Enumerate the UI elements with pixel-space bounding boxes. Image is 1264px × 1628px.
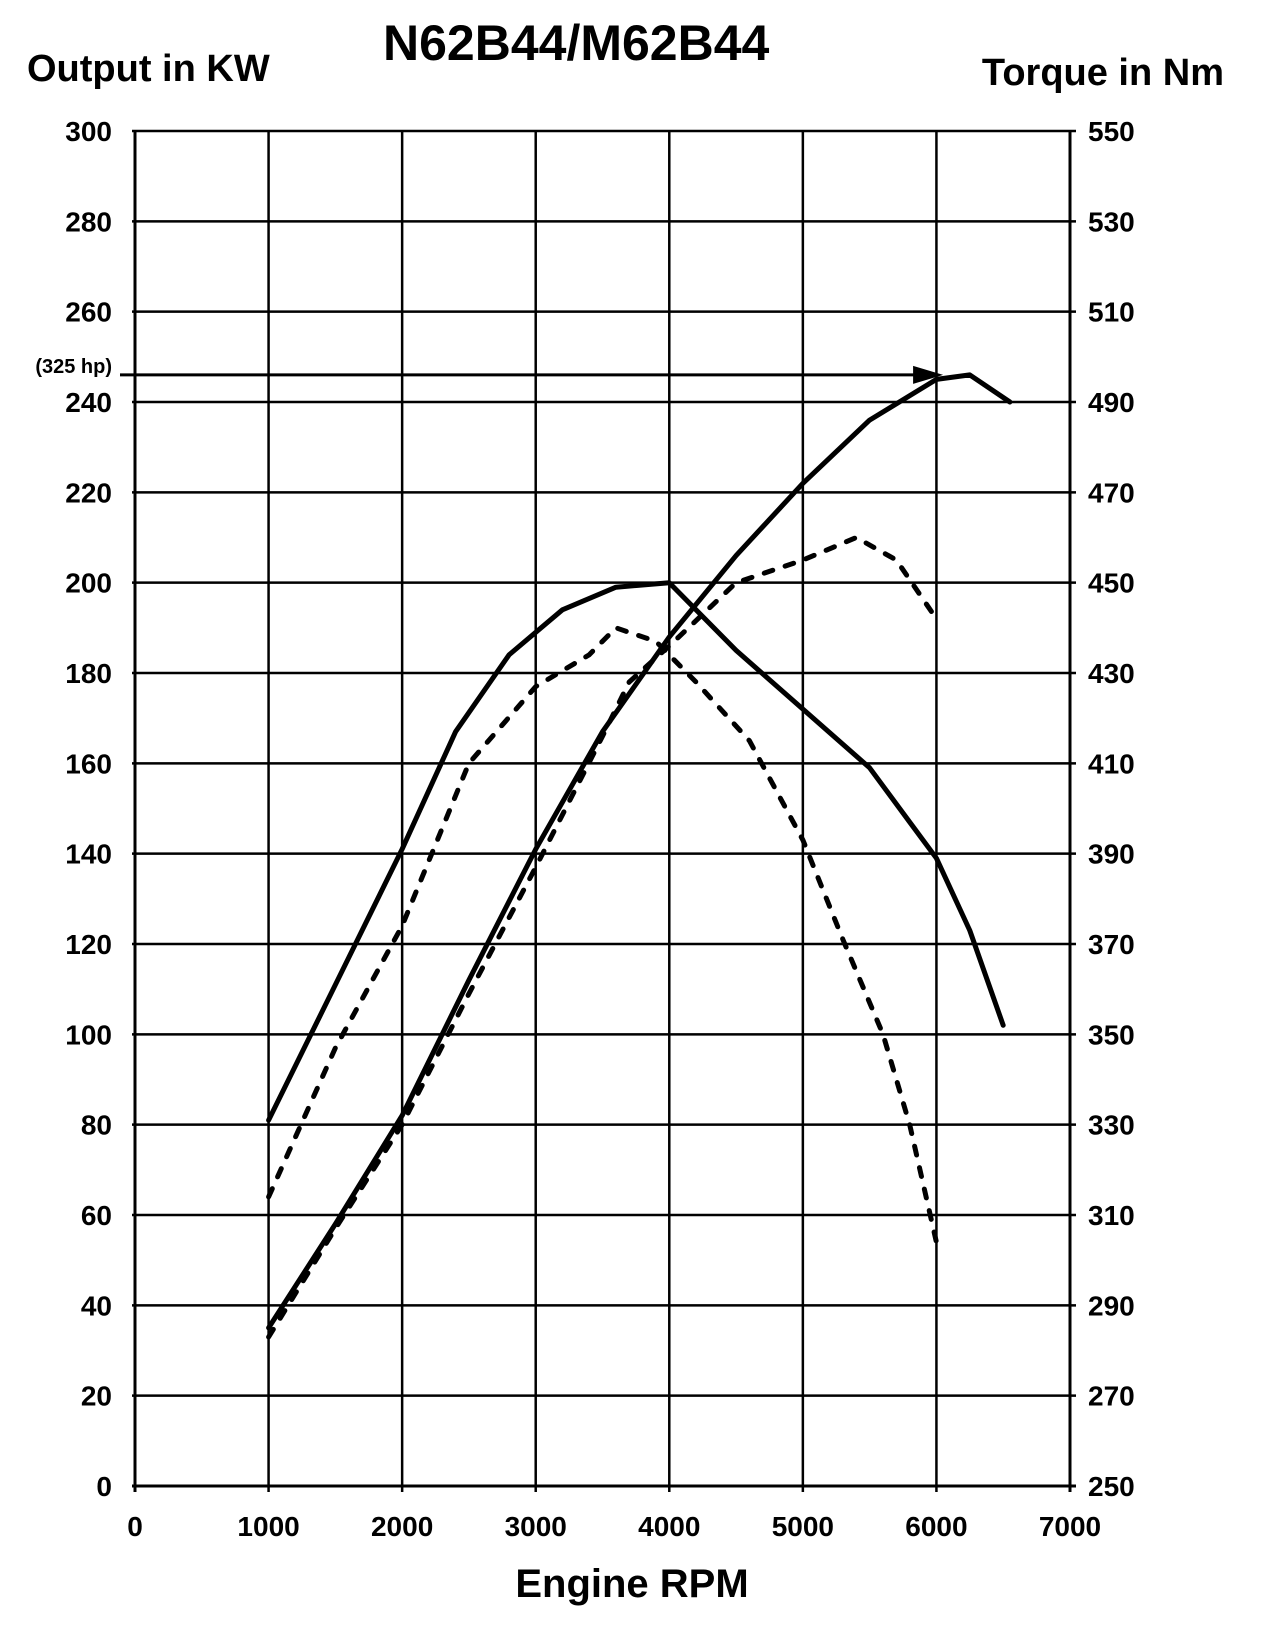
right-axis-label: Torque in Nm <box>981 52 1224 94</box>
y-tick-right: 250 <box>1088 1471 1135 1502</box>
y-tick-right: 350 <box>1088 1019 1135 1050</box>
x-tick: 0 <box>127 1511 143 1542</box>
x-tick: 5000 <box>772 1511 834 1542</box>
y-tick-left: 160 <box>65 748 112 779</box>
x-tick: 1000 <box>237 1511 299 1542</box>
y-tick-right: 530 <box>1088 206 1135 237</box>
y-tick-left: 120 <box>65 929 112 960</box>
y-tick-right: 450 <box>1088 568 1135 599</box>
y-tick-left: 180 <box>65 658 112 689</box>
y-tick-right: 390 <box>1088 839 1135 870</box>
y-tick-left: 220 <box>65 477 112 508</box>
y-tick-right: 330 <box>1088 1110 1135 1141</box>
y-tick-left: 260 <box>65 297 112 328</box>
y-tick-left: 80 <box>81 1110 112 1141</box>
x-tick: 3000 <box>505 1511 567 1542</box>
x-tick: 6000 <box>905 1511 967 1542</box>
y-tick-left: 140 <box>65 839 112 870</box>
series-line-3 <box>266 535 939 1340</box>
y-tick-left: 60 <box>81 1200 112 1231</box>
annotation-arrow <box>913 365 944 384</box>
y-tick-left: 0 <box>96 1471 112 1502</box>
x-tick: 7000 <box>1039 1511 1101 1542</box>
left-axis-label: Output in KW <box>27 48 270 90</box>
x-tick: 4000 <box>638 1511 700 1542</box>
series-group <box>266 372 1013 1340</box>
x-tick: 2000 <box>371 1511 433 1542</box>
y-tick-left: 100 <box>65 1019 112 1050</box>
y-tick-left: 280 <box>65 206 112 237</box>
y-tick-right: 370 <box>1088 929 1135 960</box>
chart-title: N62B44/M62B44 <box>383 15 770 71</box>
annotation-group: (325 hp) <box>35 356 944 384</box>
x-axis-label: Engine RPM <box>515 1562 749 1606</box>
tick-labels: 0 250 20 270 40 290 60 310 80 330 100 350 120 370 140 3… <box>65 116 1134 1542</box>
annotation-label: (325 hp) <box>35 356 112 378</box>
y-tick-right: 430 <box>1088 658 1135 689</box>
y-tick-left: 200 <box>65 568 112 599</box>
series-line-1 <box>266 372 1013 1331</box>
y-tick-right: 510 <box>1088 297 1135 328</box>
y-tick-left: 300 <box>65 116 112 147</box>
x-axis-label-wrap: Engine RPM <box>0 1562 1264 1607</box>
y-tick-right: 470 <box>1088 477 1135 508</box>
y-tick-left: 40 <box>81 1290 112 1321</box>
y-tick-right: 310 <box>1088 1200 1135 1231</box>
y-tick-right: 550 <box>1088 116 1135 147</box>
y-tick-right: 290 <box>1088 1290 1135 1321</box>
y-tick-right: 410 <box>1088 748 1135 779</box>
y-tick-right: 270 <box>1088 1381 1135 1412</box>
series-line-2 <box>266 580 1006 1123</box>
y-tick-left: 240 <box>65 387 112 418</box>
y-tick-left: 20 <box>81 1381 112 1412</box>
y-tick-right: 490 <box>1088 387 1135 418</box>
series-line-4 <box>266 625 939 1245</box>
grid <box>132 129 1076 1492</box>
